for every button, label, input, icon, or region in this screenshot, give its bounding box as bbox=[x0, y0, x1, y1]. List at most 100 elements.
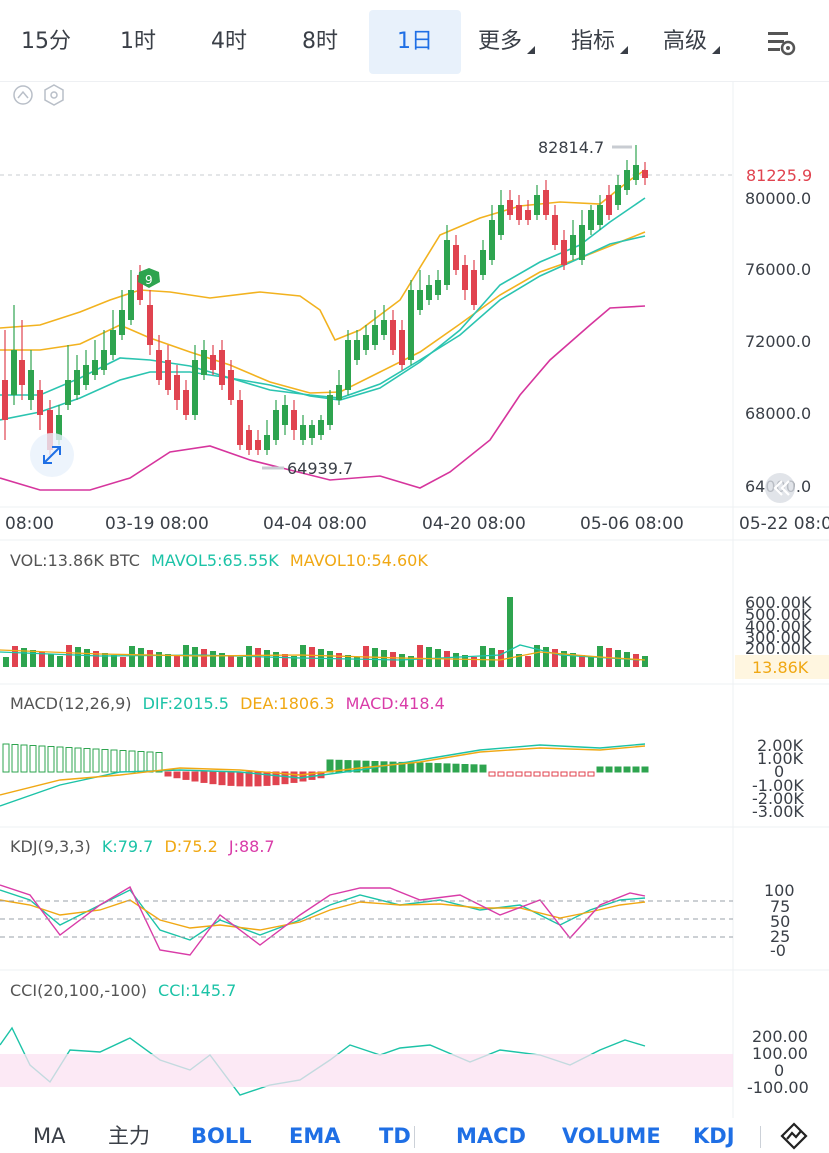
volume-bar bbox=[273, 652, 279, 667]
candle-body bbox=[489, 220, 495, 260]
date-label-0: 08:00 bbox=[5, 514, 54, 534]
volume-bar bbox=[561, 651, 567, 667]
tab-indicators-label: 指标 bbox=[570, 29, 615, 54]
tab-ema[interactable]: EMA bbox=[289, 1124, 341, 1148]
volume-bar bbox=[543, 647, 549, 667]
macd-bar bbox=[146, 751, 154, 773]
candle-body bbox=[255, 440, 261, 450]
tab-8h[interactable]: 8时 bbox=[302, 29, 338, 54]
macd-bar bbox=[227, 771, 235, 786]
tab-15m[interactable]: 15分 bbox=[21, 29, 71, 54]
volume-bar bbox=[462, 655, 468, 667]
candle-body bbox=[642, 170, 648, 178]
candle-body bbox=[507, 200, 513, 215]
candle-body bbox=[363, 335, 369, 350]
volume-bar bbox=[39, 652, 45, 667]
volume-bar bbox=[147, 650, 153, 667]
cci-axis-100: 100.00 bbox=[752, 1044, 808, 1063]
candle-body bbox=[119, 310, 125, 335]
candle-body bbox=[282, 405, 288, 425]
candle-body bbox=[525, 210, 531, 220]
tab-macd[interactable]: MACD bbox=[456, 1124, 526, 1148]
candle-body bbox=[174, 375, 180, 400]
boll-mid-line bbox=[0, 235, 646, 399]
macd-bar bbox=[200, 771, 208, 783]
candle-body bbox=[37, 390, 43, 415]
candle-body bbox=[381, 320, 387, 335]
tab-4h[interactable]: 4时 bbox=[211, 29, 247, 54]
tab-main-force[interactable]: 主力 bbox=[108, 1124, 150, 1148]
candle-body bbox=[633, 165, 639, 180]
kdj-d-line bbox=[0, 899, 646, 931]
cci-value: CCI:145.7 bbox=[158, 981, 236, 1000]
chart-settings-icon[interactable] bbox=[760, 26, 800, 60]
volume-bar bbox=[120, 657, 126, 667]
macd-bar bbox=[209, 771, 217, 785]
kdj-legend: KDJ(9,3,3) K:79.7 D:75.2 J:88.7 bbox=[10, 837, 275, 856]
more-dropdown-icon bbox=[527, 46, 535, 54]
drawing-tool-icon[interactable] bbox=[780, 1122, 808, 1150]
date-label-2: 04-04 08:00 bbox=[263, 514, 367, 534]
tab-volume[interactable]: VOLUME bbox=[562, 1124, 661, 1148]
boll-upper-line bbox=[0, 169, 646, 342]
double-chevron-left-icon[interactable] bbox=[765, 473, 795, 503]
hexagon-gear-icon[interactable] bbox=[44, 84, 64, 106]
volume-bar bbox=[426, 647, 432, 667]
macd-value: MACD:418.4 bbox=[346, 694, 445, 713]
volume-bar bbox=[165, 654, 171, 667]
volume-bar bbox=[642, 656, 648, 667]
boll-lower-line bbox=[0, 305, 646, 491]
candle-body bbox=[291, 410, 297, 430]
tab-td[interactable]: TD bbox=[379, 1124, 411, 1148]
tab-advanced[interactable]: 高级 bbox=[657, 10, 713, 74]
candle-body bbox=[462, 265, 468, 290]
cci-axis-200: 200.00 bbox=[752, 1027, 808, 1046]
candle-body bbox=[156, 350, 162, 380]
tab-more[interactable]: 更多 bbox=[472, 10, 528, 74]
macd-bar bbox=[560, 771, 568, 777]
candle-body bbox=[453, 245, 459, 270]
volume-bar bbox=[102, 653, 108, 667]
vol-legend: VOL:13.86K BTC MAVOL5:65.55K MAVOL10:54.… bbox=[10, 551, 428, 570]
candle-body bbox=[606, 195, 612, 215]
macd-bar bbox=[515, 771, 523, 777]
candle-body bbox=[552, 215, 558, 245]
volume-bar bbox=[408, 656, 414, 667]
volume-bar bbox=[255, 648, 261, 667]
kline-chart[interactable]: 81225.9 80000.0 76000.0 72000.0 68000.0 … bbox=[0, 0, 829, 1118]
macd-axis-0: 0 bbox=[774, 762, 784, 781]
macd-bar bbox=[335, 759, 343, 773]
kdj-axis-100: 100 bbox=[764, 881, 795, 900]
candle-body bbox=[83, 365, 89, 385]
tab-kdj[interactable]: KDJ bbox=[693, 1124, 735, 1148]
indicator-bar: MA 主力 BOLL EMA TD MACD VOLUME KDJ bbox=[0, 1118, 829, 1153]
macd-legend: MACD(12,26,9) DIF:2015.5 DEA:1806.3 MACD… bbox=[10, 694, 445, 713]
tab-1h[interactable]: 1时 bbox=[120, 29, 156, 54]
tab-boll[interactable]: BOLL bbox=[191, 1124, 252, 1148]
macd-title: MACD(12,26,9) bbox=[10, 694, 132, 713]
candle-body bbox=[435, 280, 441, 295]
candle-body bbox=[336, 385, 342, 400]
tab-ma[interactable]: MA bbox=[33, 1124, 66, 1148]
macd-dif: DIF:2015.5 bbox=[143, 694, 229, 713]
high-annotation: 82814.7 bbox=[538, 138, 604, 157]
volume-bar bbox=[381, 650, 387, 667]
volume-bar bbox=[507, 597, 513, 667]
vol-axis-500k: 500.00K bbox=[745, 605, 812, 624]
tab-1d[interactable]: 1日 bbox=[369, 10, 461, 74]
macd-bar bbox=[47, 746, 55, 773]
vol-current-bg bbox=[735, 655, 829, 679]
candle-body bbox=[56, 415, 62, 440]
macd-bar bbox=[461, 764, 469, 773]
candle-body bbox=[327, 395, 333, 425]
tab-indicators[interactable]: 指标 bbox=[565, 10, 621, 74]
kdj-j-line bbox=[0, 884, 646, 956]
arrows-diagonal-icon[interactable] bbox=[30, 433, 74, 477]
volume-bar bbox=[57, 656, 63, 667]
candle-body bbox=[210, 355, 216, 370]
macd-bar bbox=[506, 771, 514, 777]
mavol5-label: MAVOL5:65.55K bbox=[151, 551, 279, 570]
price-label-80000: 80000.0 bbox=[745, 189, 811, 208]
chevron-up-circle-icon[interactable] bbox=[13, 85, 33, 105]
macd-bar bbox=[623, 766, 631, 773]
